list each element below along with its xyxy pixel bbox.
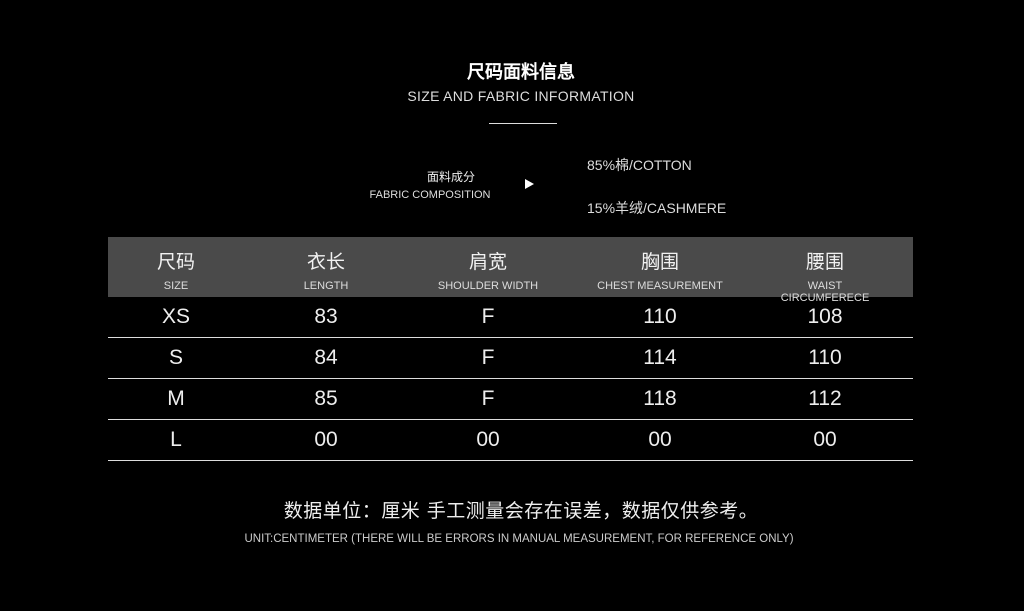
fabric-label-cn: 面料成分 xyxy=(427,170,476,184)
table-row: XS 83 F 110 108 xyxy=(108,297,913,338)
table-cell: 118 xyxy=(643,387,677,410)
column-header: 胸围 CHEST MEASUREMENT xyxy=(597,237,723,292)
divider xyxy=(489,123,557,124)
table-row: L 00 00 00 00 xyxy=(108,420,913,461)
table-cell: 00 xyxy=(476,428,500,451)
column-header-cn: 尺码 xyxy=(156,251,196,273)
table-cell: 112 xyxy=(808,387,842,410)
column-header-en: LENGTH xyxy=(303,280,349,292)
table-cell: F xyxy=(481,387,495,410)
table-cell: 110 xyxy=(808,346,842,369)
column-header-en: WAIST CIRCUMFERECE xyxy=(780,280,870,304)
column-header-en: SIZE xyxy=(163,280,189,292)
unit-note-en: UNIT:CENTIMETER (THERE WILL BE ERRORS IN… xyxy=(244,533,794,545)
size-table: 尺码 SIZE 衣长 LENGTH 肩宽 SHOULDER WIDTH 胸围 CHEST ME… xyxy=(108,237,913,461)
play-triangle-icon xyxy=(525,179,534,189)
table-cell: 110 xyxy=(643,305,677,328)
table-cell: F xyxy=(481,305,495,328)
table-cell: 00 xyxy=(314,428,338,451)
table-cell: 85 xyxy=(314,387,338,410)
page-subtitle: SIZE AND FABRIC INFORMATION xyxy=(407,88,635,104)
table-header: 尺码 SIZE 衣长 LENGTH 肩宽 SHOULDER WIDTH 胸围 CHEST ME… xyxy=(108,237,913,304)
column-header-cn: 肩宽 xyxy=(468,251,508,273)
table-cell: 83 xyxy=(314,305,338,328)
fabric-component: 15%羊绒/CASHMERE xyxy=(587,200,727,216)
unit-note-cn: 数据单位：厘米 手工测量会存在误差，数据仅供参考。 xyxy=(283,500,759,522)
table-cell: 108 xyxy=(807,305,843,328)
table-row: S 84 F 114 110 xyxy=(108,338,913,379)
fabric-label-en: FABRIC COMPOSITION xyxy=(369,189,491,201)
fabric-component: 85%棉/COTTON xyxy=(587,157,692,173)
table-cell: 84 xyxy=(314,346,338,369)
column-header: 腰围 WAIST CIRCUMFERECE xyxy=(781,237,870,304)
column-header-en: SHOULDER WIDTH xyxy=(437,280,539,292)
table-cell: 114 xyxy=(643,346,677,369)
column-header-en: CHEST MEASUREMENT xyxy=(597,280,723,292)
column-header: 衣长 LENGTH xyxy=(304,237,349,292)
table-cell: XS xyxy=(161,305,191,328)
column-header-cn: 衣长 xyxy=(306,251,345,273)
column-header: 肩宽 SHOULDER WIDTH xyxy=(438,237,538,292)
page-title: 尺码面料信息 xyxy=(467,62,575,83)
column-header-cn: 胸围 xyxy=(640,251,680,273)
table-row: M 85 F 118 112 xyxy=(108,379,913,420)
table-cell: 00 xyxy=(648,428,672,451)
table-cell: 00 xyxy=(813,428,837,451)
table-cell: F xyxy=(481,346,495,369)
table-cell: L xyxy=(170,428,182,451)
table-cell: S xyxy=(168,346,184,369)
column-header-cn: 腰围 xyxy=(805,251,844,273)
column-header: 尺码 SIZE xyxy=(157,237,195,292)
table-cell: M xyxy=(167,387,185,410)
